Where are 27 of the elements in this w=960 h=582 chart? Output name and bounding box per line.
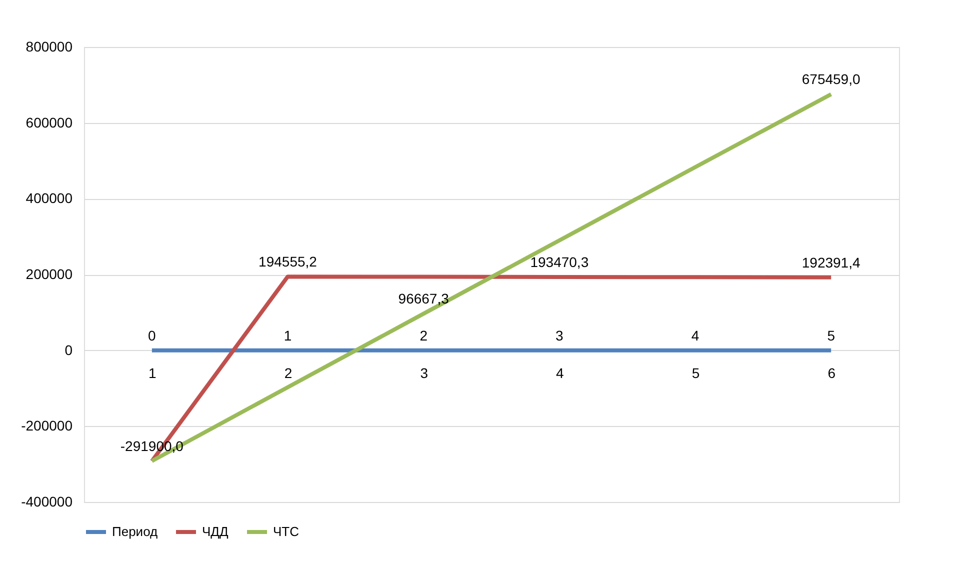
x-tick-label: 5 [692, 364, 700, 381]
data-label: 3 [556, 327, 564, 344]
y-tick-label: 0 [64, 342, 73, 358]
y-tick-label: -400000 [21, 494, 73, 510]
data-label: 193470,3 [530, 254, 589, 270]
y-tick-label: -200000 [21, 418, 73, 434]
data-label: 96667,3 [398, 290, 450, 307]
legend-label: ЧДД [202, 524, 228, 539]
data-label: 675459,0 [802, 71, 860, 88]
y-tick-label: 200000 [26, 266, 73, 282]
x-tick-label: 2 [284, 364, 292, 381]
x-tick-label: 1 [148, 364, 157, 381]
legend-label: Период [112, 524, 158, 539]
y-tick-label: 400000 [26, 190, 73, 206]
y-tick-label: 800000 [26, 38, 73, 54]
data-label: 0 [148, 327, 156, 344]
x-tick-label: 4 [556, 364, 564, 381]
data-label: 194555,2 [258, 254, 318, 270]
x-tick-label: 6 [828, 364, 836, 381]
y-tick-label: 600000 [26, 114, 73, 130]
data-label: 2 [420, 327, 428, 344]
data-label: 5 [827, 327, 836, 344]
data-label: 192391,4 [802, 254, 860, 270]
data-label: 4 [691, 327, 700, 344]
x-tick-label: 3 [420, 364, 428, 381]
data-label: 1 [284, 327, 292, 344]
legend-label: ЧТС [273, 524, 299, 539]
